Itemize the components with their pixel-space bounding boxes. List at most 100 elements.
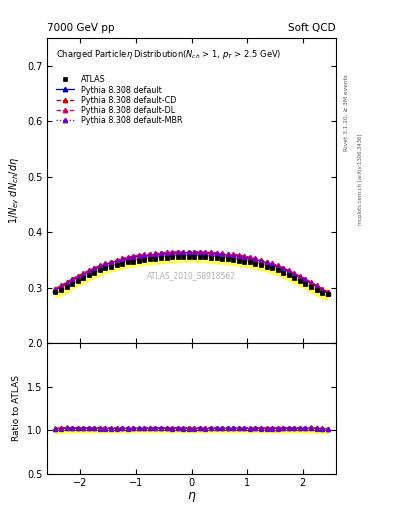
- Pythia 8.308 default-MBR: [270, 262, 274, 268]
- Pythia 8.308 default-MBR: [114, 259, 119, 265]
- Pythia 8.308 default-CD: [109, 259, 114, 265]
- Pythia 8.308 default: [86, 268, 91, 274]
- ATLAS: [214, 255, 219, 261]
- Pythia 8.308 default-CD: [209, 250, 213, 256]
- Pythia 8.308 default-DL: [136, 252, 141, 258]
- ATLAS: [309, 284, 313, 290]
- Pythia 8.308 default-DL: [81, 270, 86, 276]
- Pythia 8.308 default: [92, 266, 97, 272]
- Pythia 8.308 default-MBR: [225, 252, 230, 259]
- ATLAS: [298, 278, 302, 284]
- Pythia 8.308 default-DL: [248, 254, 252, 260]
- Pythia 8.308 default-CD: [248, 254, 252, 261]
- Pythia 8.308 default-CD: [203, 250, 208, 256]
- Pythia 8.308 default-DL: [209, 249, 213, 255]
- Pythia 8.308 default-MBR: [125, 256, 130, 262]
- Pythia 8.308 default: [292, 271, 297, 278]
- Pythia 8.308 default-CD: [320, 286, 325, 292]
- ATLAS: [142, 257, 147, 263]
- ATLAS: [198, 254, 202, 260]
- Pythia 8.308 default-MBR: [198, 250, 202, 257]
- Pythia 8.308 default: [70, 277, 75, 283]
- Pythia 8.308 default-DL: [92, 265, 97, 271]
- Pythia 8.308 default: [97, 264, 102, 270]
- Line: ATLAS: ATLAS: [53, 254, 330, 297]
- Pythia 8.308 default-CD: [125, 254, 130, 261]
- Pythia 8.308 default-CD: [292, 271, 297, 277]
- Pythia 8.308 default: [53, 287, 58, 293]
- Pythia 8.308 default-CD: [103, 261, 108, 267]
- ATLAS: [253, 261, 258, 267]
- Pythia 8.308 default-CD: [81, 271, 86, 277]
- Pythia 8.308 default-CD: [314, 283, 319, 289]
- Pythia 8.308 default-DL: [192, 249, 197, 255]
- ATLAS: [70, 281, 75, 287]
- ATLAS: [59, 287, 63, 293]
- ATLAS: [303, 281, 308, 287]
- Pythia 8.308 default: [237, 253, 241, 259]
- Pythia 8.308 default: [192, 250, 197, 256]
- Pythia 8.308 default-MBR: [281, 266, 286, 272]
- Pythia 8.308 default: [159, 251, 163, 257]
- Pythia 8.308 default-DL: [186, 249, 191, 255]
- Pythia 8.308 default: [248, 255, 252, 261]
- Pythia 8.308 default-DL: [309, 279, 313, 285]
- Pythia 8.308 default-CD: [298, 273, 302, 280]
- Pythia 8.308 default: [259, 258, 263, 264]
- Text: Rivet 3.1.10, ≥ 3M events: Rivet 3.1.10, ≥ 3M events: [344, 74, 349, 151]
- Pythia 8.308 default-DL: [170, 249, 174, 255]
- ATLAS: [81, 275, 86, 281]
- Pythia 8.308 default: [203, 250, 208, 257]
- Pythia 8.308 default-DL: [114, 257, 119, 263]
- Pythia 8.308 default-MBR: [325, 290, 330, 296]
- Pythia 8.308 default-MBR: [70, 278, 75, 284]
- ATLAS: [320, 290, 325, 296]
- Pythia 8.308 default: [125, 255, 130, 261]
- Pythia 8.308 default-CD: [175, 249, 180, 255]
- ATLAS: [170, 254, 174, 260]
- ATLAS: [286, 272, 291, 279]
- Pythia 8.308 default-DL: [231, 251, 236, 258]
- Pythia 8.308 default-MBR: [53, 287, 58, 293]
- Pythia 8.308 default-DL: [147, 251, 152, 257]
- Pythia 8.308 default-MBR: [275, 264, 280, 270]
- Pythia 8.308 default-CD: [198, 249, 202, 255]
- ATLAS: [270, 265, 274, 271]
- Pythia 8.308 default: [186, 250, 191, 256]
- Pythia 8.308 default-MBR: [253, 257, 258, 263]
- Pythia 8.308 default-DL: [286, 267, 291, 273]
- Pythia 8.308 default-CD: [75, 273, 80, 280]
- ATLAS: [175, 254, 180, 260]
- ATLAS: [97, 267, 102, 273]
- Pythia 8.308 default-CD: [86, 268, 91, 274]
- Pythia 8.308 default: [131, 254, 136, 260]
- Pythia 8.308 default-MBR: [170, 251, 174, 257]
- ATLAS: [153, 256, 158, 262]
- ATLAS: [164, 254, 169, 261]
- Line: Pythia 8.308 default-CD: Pythia 8.308 default-CD: [53, 250, 330, 294]
- ATLAS: [325, 291, 330, 297]
- Pythia 8.308 default: [325, 290, 330, 296]
- Pythia 8.308 default-MBR: [237, 253, 241, 260]
- Pythia 8.308 default: [181, 250, 185, 256]
- Pythia 8.308 default-DL: [159, 250, 163, 256]
- ATLAS: [237, 258, 241, 264]
- Pythia 8.308 default-DL: [153, 250, 158, 257]
- ATLAS: [192, 253, 197, 260]
- Pythia 8.308 default: [164, 250, 169, 257]
- ATLAS: [181, 253, 185, 260]
- Pythia 8.308 default-DL: [325, 288, 330, 294]
- Pythia 8.308 default-DL: [203, 249, 208, 255]
- Pythia 8.308 default-CD: [309, 280, 313, 286]
- Pythia 8.308 default: [109, 260, 114, 266]
- Pythia 8.308 default: [303, 277, 308, 283]
- Pythia 8.308 default-CD: [253, 256, 258, 262]
- Pythia 8.308 default-DL: [120, 255, 125, 261]
- ATLAS: [125, 259, 130, 265]
- Pythia 8.308 default-DL: [175, 249, 180, 255]
- Line: Pythia 8.308 default: Pythia 8.308 default: [53, 250, 330, 295]
- Pythia 8.308 default-DL: [264, 259, 269, 265]
- Pythia 8.308 default-DL: [281, 265, 286, 271]
- Pythia 8.308 default-MBR: [203, 251, 208, 257]
- ATLAS: [109, 264, 114, 270]
